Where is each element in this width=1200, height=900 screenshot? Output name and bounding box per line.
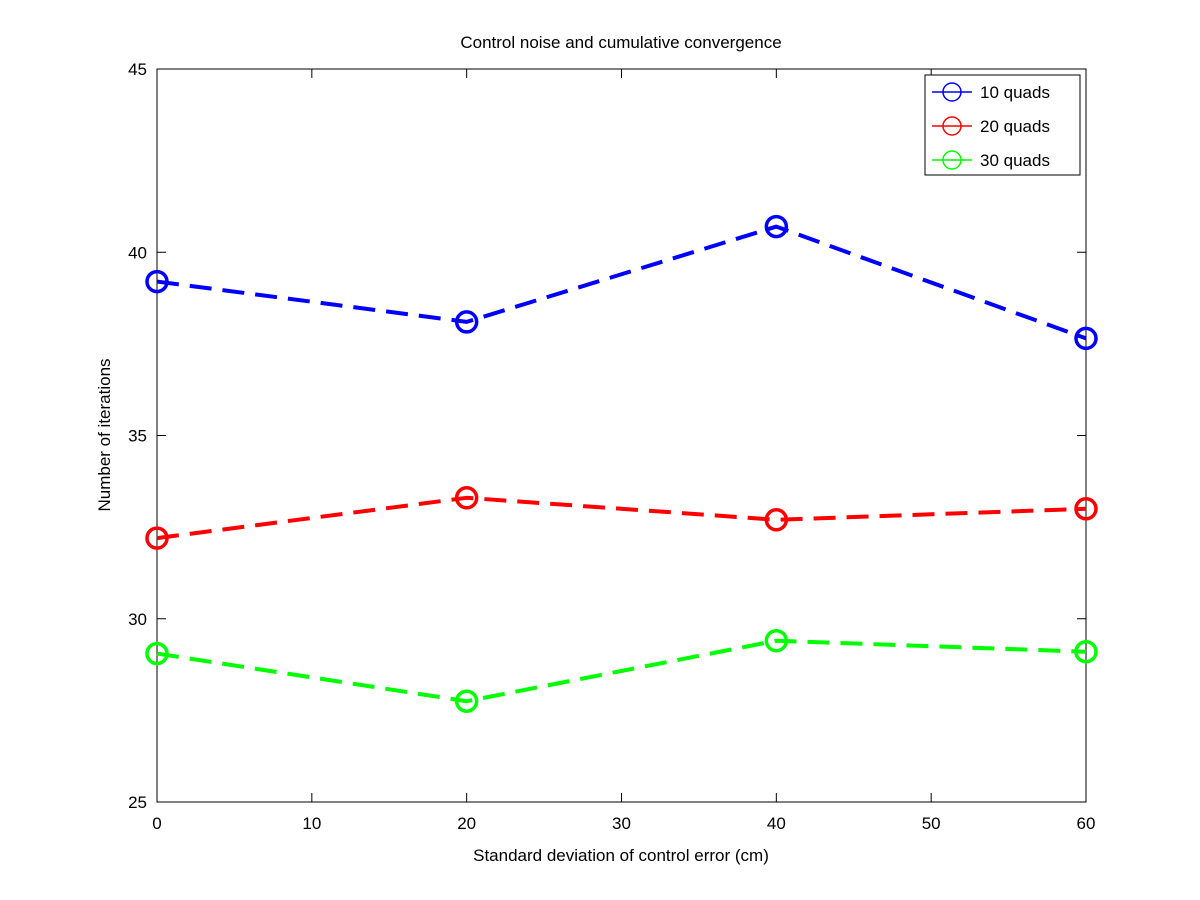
legend-label: 20 quads xyxy=(980,117,1050,136)
y-tick-label: 45 xyxy=(128,60,147,79)
x-axis: 0 10 20 30 40 50 60 xyxy=(152,69,1095,833)
data-point xyxy=(145,526,169,550)
x-tick-label: 50 xyxy=(922,814,941,833)
data-point xyxy=(454,689,479,713)
data-point xyxy=(454,486,479,510)
series-line-3 xyxy=(156,638,1087,704)
data-point xyxy=(1074,639,1098,664)
x-axis-title: Standard deviation of control error (cm) xyxy=(473,846,769,865)
y-tick-label: 30 xyxy=(128,610,147,629)
data-point xyxy=(454,310,479,334)
legend-label: 30 quads xyxy=(980,151,1050,170)
x-tick-label: 40 xyxy=(767,814,786,833)
y-tick-label: 40 xyxy=(128,243,147,262)
legend-label: 10 quads xyxy=(980,83,1050,102)
y-axis: 25 30 35 40 45 xyxy=(128,60,1086,812)
data-point xyxy=(764,508,789,532)
series-layer xyxy=(145,214,1098,713)
y-axis-title: Number of iterations xyxy=(95,358,114,511)
x-tick-label: 20 xyxy=(457,814,476,833)
x-tick-label: 0 xyxy=(152,814,161,833)
x-tick-label: 60 xyxy=(1077,814,1096,833)
data-point xyxy=(145,269,169,294)
legend: 10 quads 20 quads 30 quads xyxy=(924,74,1081,176)
y-tick-label: 35 xyxy=(128,427,147,446)
data-point xyxy=(145,641,169,666)
legend-swatch-marker xyxy=(942,82,962,102)
data-point xyxy=(1074,326,1098,351)
legend-swatch-marker xyxy=(942,116,962,136)
series-line-2 xyxy=(156,495,1087,541)
data-point xyxy=(1074,497,1098,521)
legend-swatch-marker xyxy=(942,150,962,170)
series-line-1 xyxy=(156,224,1087,341)
y-tick-label: 25 xyxy=(128,793,147,812)
x-tick-label: 30 xyxy=(612,814,631,833)
x-tick-label: 10 xyxy=(302,814,321,833)
data-point xyxy=(764,628,789,653)
plot-area xyxy=(156,68,1087,803)
chart-title: Control noise and cumulative convergence xyxy=(460,33,781,52)
data-point xyxy=(764,214,789,239)
